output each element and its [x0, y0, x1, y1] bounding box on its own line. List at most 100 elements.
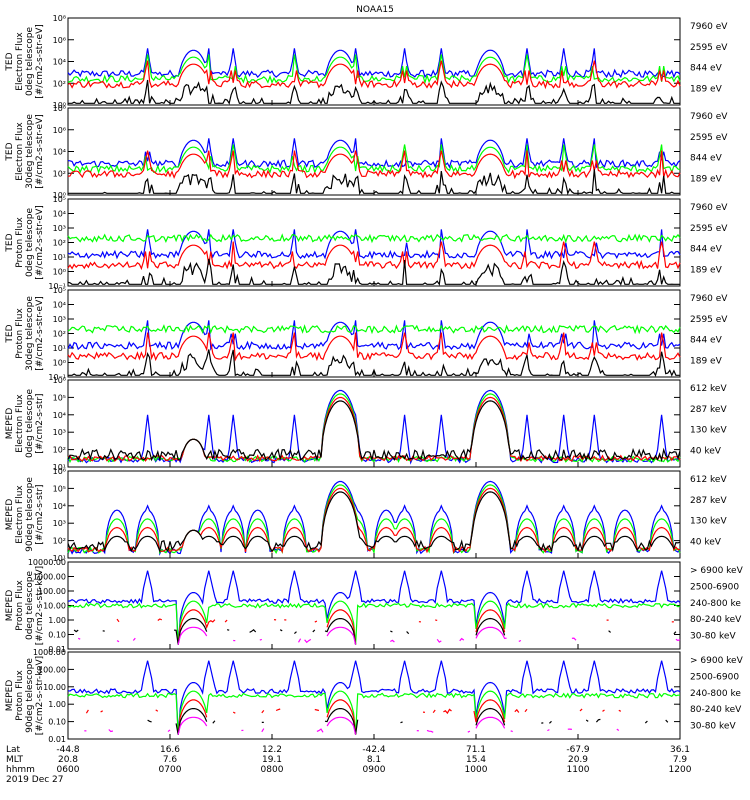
- panel-2-ylabel-line: Electron Flux: [15, 122, 25, 181]
- panel-3-ytick-label: 10⁵: [53, 195, 66, 204]
- panel-7-legend-magenta: > 6900 keV: [690, 566, 744, 576]
- panel-7-ylabel-line: 0deg telescope: [25, 571, 35, 641]
- panel-4-frame: [67, 289, 681, 378]
- panel-3-series-blue: [67, 229, 681, 260]
- lat-label: -67.9: [566, 745, 590, 755]
- panel-7-legend-green: 80-240 keV: [690, 615, 742, 625]
- panel-1-ytick-label: 10⁸: [53, 14, 66, 23]
- panel-6-ytick-label: 10²: [53, 537, 66, 546]
- panel-6-legend-black: 612 keV: [690, 475, 727, 485]
- panel-8-series-black: [148, 709, 678, 735]
- panel-6-series-blue: [67, 480, 681, 556]
- panel-1-series-red: [67, 60, 681, 90]
- panel-5-legend-blue: 40 keV: [690, 446, 722, 456]
- panel-7-ytick-label: 0.10: [48, 631, 66, 640]
- panel-7-series-black: [73, 617, 677, 645]
- panel-2-ytick-label: 10⁶: [53, 126, 66, 135]
- panel-3-legend-red: 2595 eV: [690, 224, 728, 234]
- panel-6-legend-green: 130 keV: [690, 517, 727, 527]
- panel-7-legend-blue: 30-80 keV: [690, 632, 736, 642]
- panel-8-legend-black: 2500-6900: [690, 672, 739, 682]
- lat-label: 71.1: [466, 745, 486, 755]
- panel-2-ylabel-line: [#/cm2-s-str-eV]: [35, 114, 45, 189]
- panel-7-series-blue: [67, 570, 681, 645]
- panel-3-series-green: [67, 233, 681, 244]
- panel-1-legend-green: 844 eV: [690, 64, 723, 74]
- panel-7-series-green: [67, 600, 681, 645]
- mlt-label: 7.6: [163, 755, 178, 765]
- panel-2-ylabel-line: 30deg telescope: [25, 114, 35, 189]
- panel-4-ylabel-line: 30deg telescope: [25, 296, 35, 371]
- panel-4-ytick-label: 10¹: [53, 344, 66, 353]
- panel-2-ytick-label: 10⁴: [53, 148, 66, 157]
- panel-1-series-black: [68, 79, 680, 105]
- panel-2-legend-green: 844 eV: [690, 154, 723, 164]
- panel-1-ytick-label: 10⁶: [53, 36, 66, 45]
- panel-2-series-blue: [67, 138, 681, 169]
- panel-7-ylabel-line: [#/cm2-s-str-keV]: [35, 566, 45, 645]
- panel-3-ytick-label: 10⁰: [53, 268, 66, 277]
- panel-1-series-green: [67, 54, 681, 85]
- xaxis-row-label: 2019 Dec 27: [6, 775, 64, 785]
- panel-6-ylabel-line: Electron Flux: [15, 485, 25, 544]
- panel-8-legend-magenta: > 6900 keV: [690, 656, 744, 666]
- panel-4-ylabel-line: TED: [5, 324, 15, 343]
- panel-3-ylabel-line: Proton Flux: [15, 217, 25, 268]
- lat-label: 16.6: [160, 745, 180, 755]
- panel-3-legend-black: 7960 eV: [690, 203, 728, 213]
- panel-6-legend-blue: 40 keV: [690, 537, 722, 547]
- panel-3-ylabel-line: [#/cm2-s-str-eV]: [35, 205, 45, 280]
- panel-1-legend-blue: 189 eV: [690, 84, 723, 94]
- panel-3-series-black: [67, 258, 680, 286]
- panel-2-series-red: [67, 150, 681, 180]
- panel-2-ytick-label: 10⁰: [53, 191, 66, 200]
- panel-6-series-red: [67, 487, 681, 554]
- panel-4-series-blue: [67, 320, 681, 352]
- mlt-label: 20.8: [58, 755, 78, 765]
- panel-1-frame: [67, 17, 681, 106]
- panel-3-ytick-label: 10¹: [53, 253, 66, 262]
- panel-4-ylabel-line: Proton Flux: [15, 308, 25, 359]
- hhmm-label: 0600: [57, 765, 80, 775]
- panel-4-ytick-label: 10⁻¹: [48, 373, 66, 382]
- panel-3-ytick-label: 10²: [53, 239, 66, 248]
- panel-3-ytick-label: 10⁻¹: [48, 282, 66, 291]
- panel-2-legend-blue: 189 eV: [690, 174, 723, 184]
- panel-1-series-blue: [67, 48, 681, 79]
- panel-7-ytick-label: 1000.00: [33, 573, 66, 582]
- lat-label: -44.8: [56, 745, 80, 755]
- panel-4-ylabel-line: [#/cm2-s-str-eV]: [35, 296, 45, 371]
- panel-3-legend-blue: 189 eV: [690, 265, 723, 275]
- hhmm-label: 0700: [159, 765, 182, 775]
- lat-label: -42.4: [362, 745, 386, 755]
- panel-8-legend-green: 80-240 keV: [690, 705, 742, 715]
- panel-5-ytick-label: 10³: [53, 428, 66, 437]
- panel-8-ytick-label: 10.00: [43, 683, 66, 692]
- panel-2-ytick-label: 10²: [53, 169, 66, 178]
- panel-1-ylabel-line: Electron Flux: [15, 32, 25, 91]
- panel-7-ylabel-line: Proton Flux: [15, 580, 25, 631]
- panel-4-series-red: [67, 332, 681, 362]
- panel-3-ylabel-line: 0deg telescope: [25, 208, 35, 278]
- xaxis-row-label: Lat: [6, 745, 21, 755]
- panel-8-ytick-label: 1000.00: [33, 648, 66, 657]
- panel-6-ytick-label: 10³: [53, 519, 66, 528]
- panel-6-ytick-label: 10⁶: [53, 467, 66, 476]
- panel-5-ytick-label: 10¹: [53, 463, 66, 472]
- panel-5-ytick-label: 10⁴: [53, 411, 66, 420]
- panel-5-ylabel-line: MEPED: [5, 408, 15, 440]
- panel-1-ylabel-line: [#/cm2-s-str-eV]: [35, 24, 45, 99]
- panel-5-legend-green: 130 keV: [690, 426, 727, 436]
- panel-7-ytick-label: 1.00: [48, 616, 66, 625]
- panel-1-ylabel-line: 0deg telescope: [25, 27, 35, 97]
- hhmm-label: 0900: [363, 765, 386, 775]
- panel-5-legend-red: 287 keV: [690, 405, 727, 415]
- panel-6-ylabel-line: [#/cm2-s-str]: [35, 484, 45, 544]
- panel-4-legend-green: 844 eV: [690, 336, 723, 346]
- panel-1-ytick-label: 10²: [53, 79, 66, 88]
- panel-8-series-red: [86, 700, 676, 735]
- xaxis-row-label: hhmm: [6, 765, 35, 775]
- panel-4-series-green: [67, 324, 681, 335]
- panel-7-series-red: [116, 609, 674, 645]
